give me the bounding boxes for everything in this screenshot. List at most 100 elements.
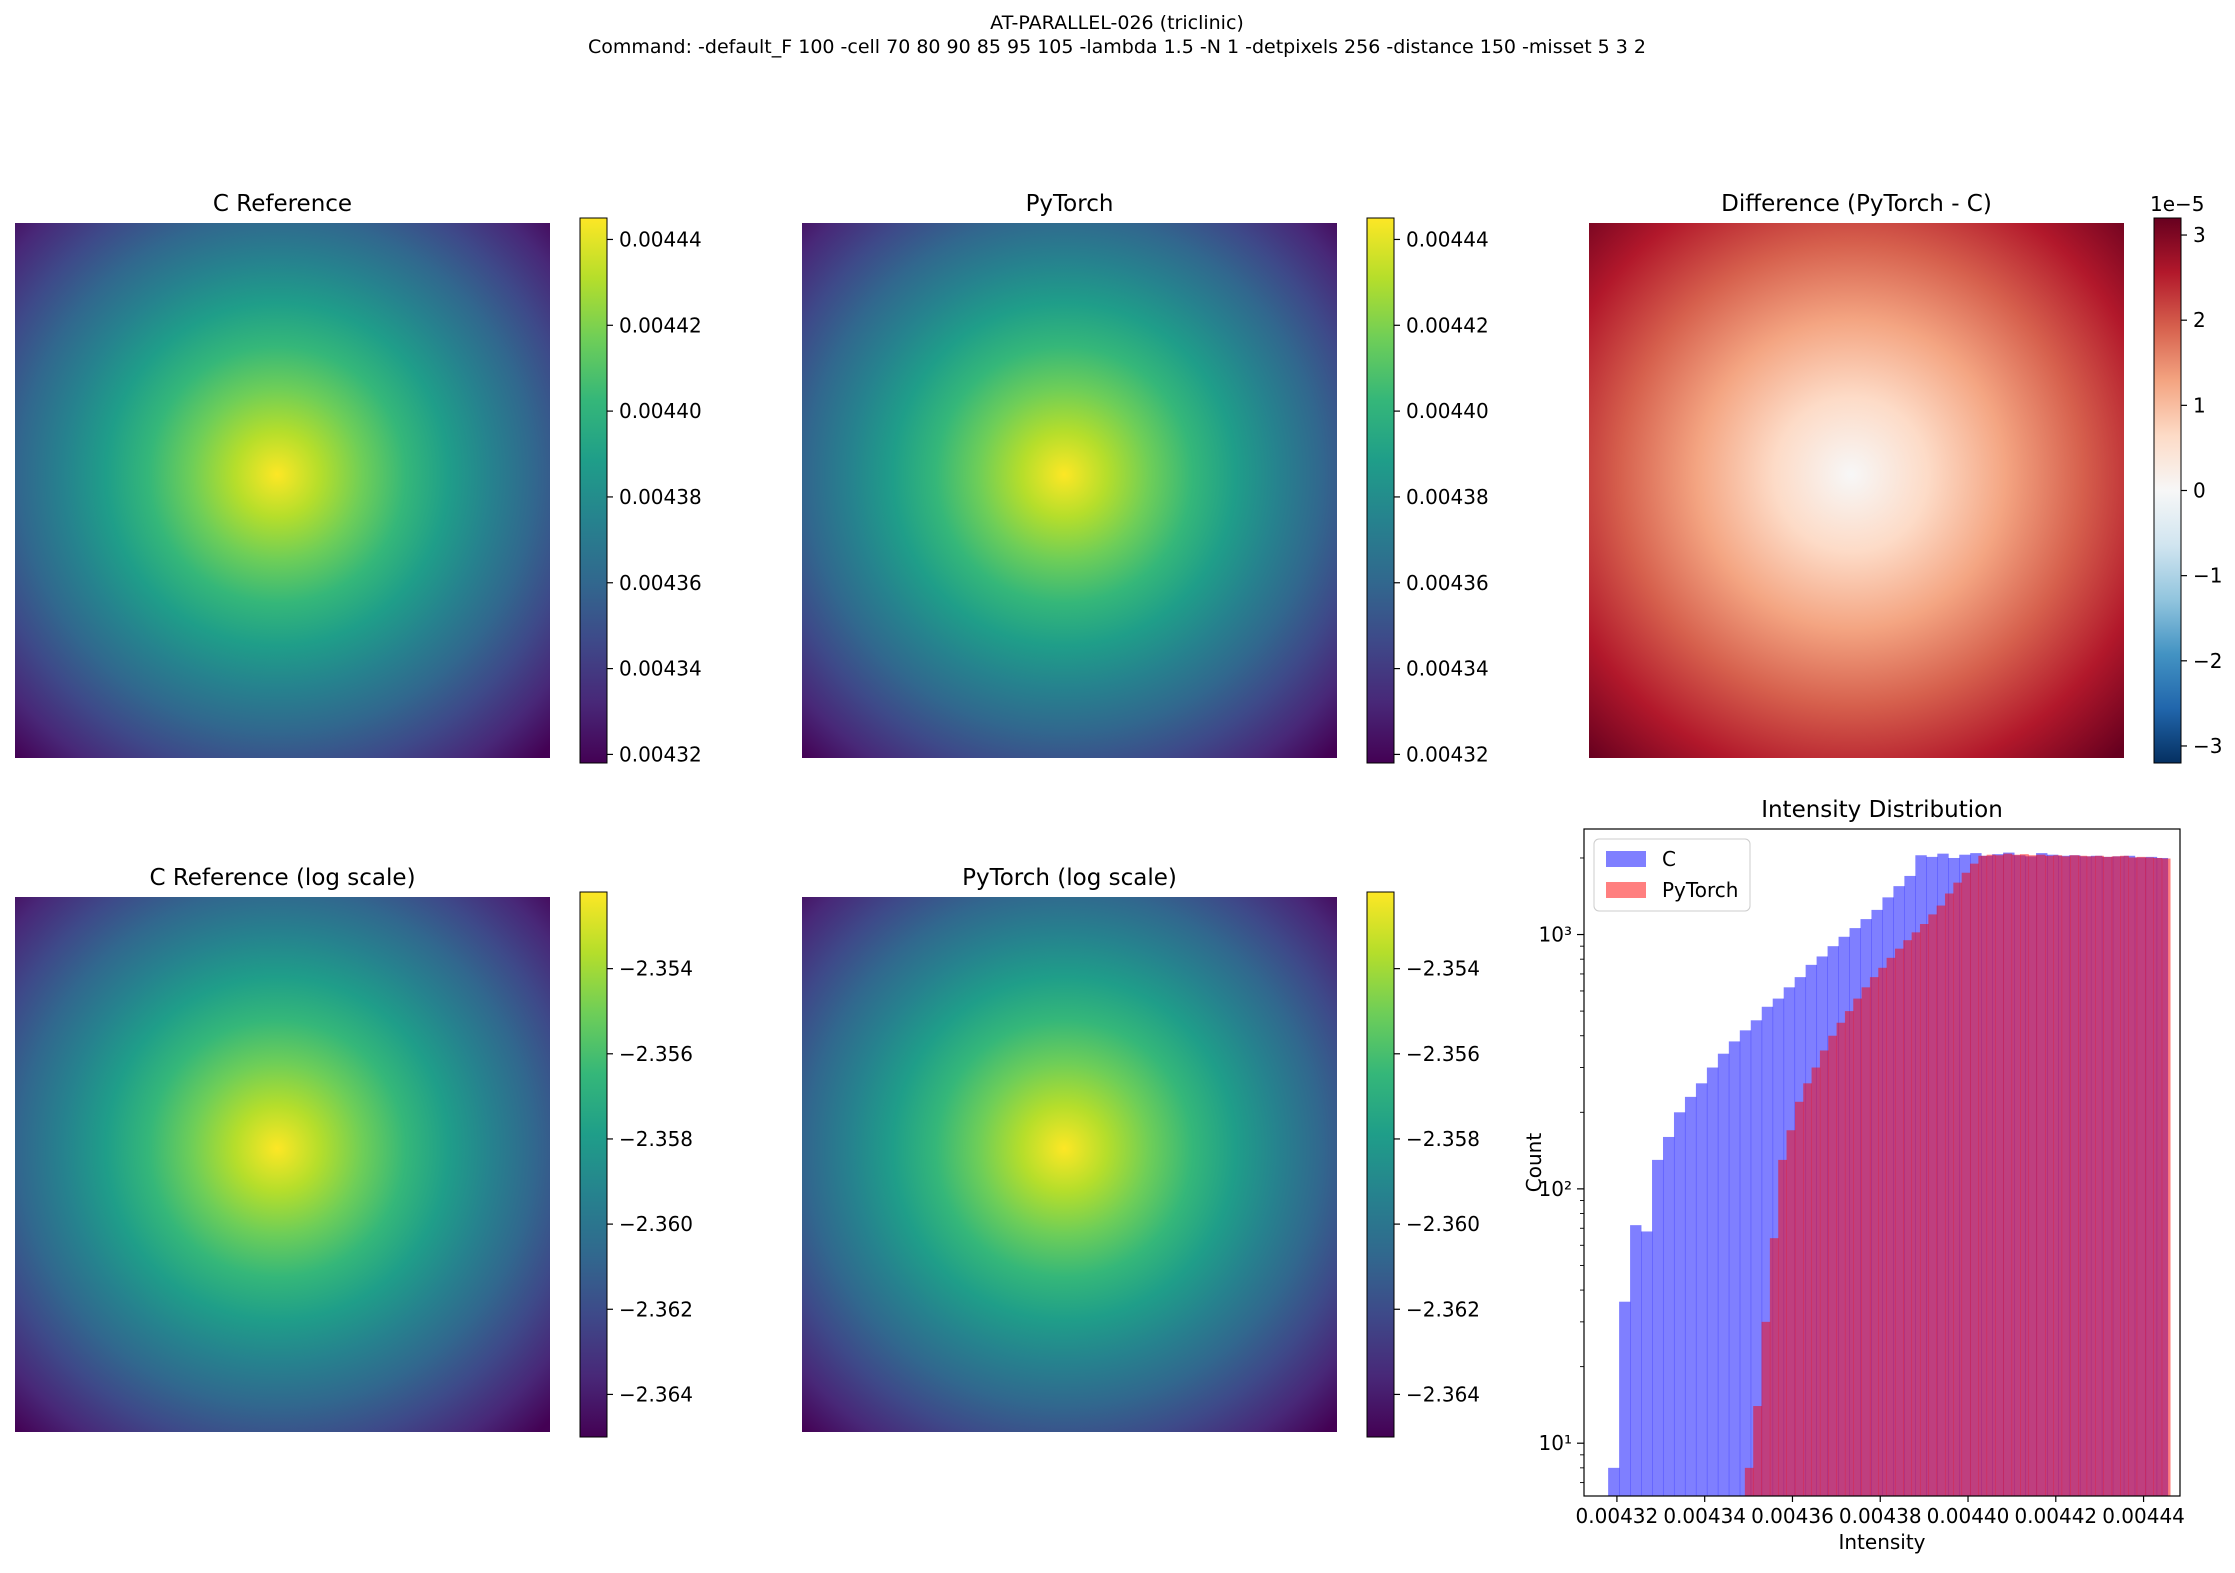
histogram-bar xyxy=(1986,854,1996,1496)
colorbar-tick-label: −2.362 xyxy=(619,1297,693,1321)
legend-swatch-pytorch xyxy=(1606,882,1646,898)
histogram-bar xyxy=(1652,1159,1664,1496)
y-tick-label: 10² xyxy=(1539,1177,1572,1201)
x-tick-label: 0.00440 xyxy=(1927,1504,2010,1528)
histogram-bar xyxy=(1619,1301,1631,1496)
histogram-bar xyxy=(2036,854,2046,1496)
colorbar-tick-label: 0.00442 xyxy=(619,313,702,337)
histogram-bar xyxy=(1944,893,1954,1496)
colorbar-gradient xyxy=(1366,891,1395,1438)
colorbar-tick-label: −3 xyxy=(2193,734,2222,758)
colorbar-tick-label: 0.00432 xyxy=(619,742,702,766)
x-tick-label: 0.00444 xyxy=(2102,1504,2185,1528)
heatmap-image xyxy=(1589,223,2124,758)
histogram-bar xyxy=(2078,855,2088,1496)
colorbar-gradient xyxy=(579,891,608,1438)
panel-title: Intensity Distribution xyxy=(1761,797,2003,823)
histogram-bar xyxy=(1728,1041,1741,1496)
histogram-bar xyxy=(1695,1083,1708,1496)
colorbar-tick-label: 0.00434 xyxy=(619,657,702,681)
colorbar-tick-label: 0.00436 xyxy=(1406,571,1489,595)
x-tick-label: 0.00438 xyxy=(1839,1504,1922,1528)
colorbar: 0.00432 0.00434 0.00436 0.00438 0.00440 0.004… xyxy=(579,217,702,766)
histogram-bar xyxy=(2161,858,2171,1496)
histogram-bar xyxy=(1878,967,1888,1496)
histogram-bar xyxy=(1786,1130,1796,1496)
histogram-bar xyxy=(2153,857,2163,1496)
histogram-bar xyxy=(1978,855,1988,1496)
histogram-bar xyxy=(1673,1112,1686,1496)
histogram-bar xyxy=(1753,1406,1762,1496)
series-pytorch xyxy=(1744,853,2171,1496)
histogram-bar xyxy=(2028,855,2038,1496)
histogram-bar xyxy=(1836,1022,1846,1496)
histogram-bar xyxy=(1761,1006,1774,1496)
histogram-bar xyxy=(1769,1238,1779,1496)
histogram-bar xyxy=(1961,872,1971,1496)
x-tick-label: 0.00442 xyxy=(2014,1504,2097,1528)
colorbar-tick-label: −2.360 xyxy=(1406,1212,1480,1236)
histogram-bar xyxy=(2020,854,2029,1496)
histogram-bar xyxy=(1717,1053,1730,1496)
histogram-bar xyxy=(1608,1467,1620,1496)
colorbar-tick-label: −2.358 xyxy=(619,1127,693,1151)
colorbar-tick-label: 0.00440 xyxy=(619,399,702,423)
colorbar-tick-label: 2 xyxy=(2193,308,2206,332)
legend-swatch-c xyxy=(1606,851,1646,867)
histogram-bar xyxy=(1630,1225,1642,1496)
histogram-bar xyxy=(2136,856,2146,1496)
histogram-bar xyxy=(1919,924,1929,1496)
histogram-bar xyxy=(1903,940,1913,1496)
histogram-bar xyxy=(1894,948,1904,1496)
colorbar-tick-label: 0.00442 xyxy=(1406,313,1489,337)
histogram-bar xyxy=(1662,1136,1675,1496)
panel-title: Difference (PyTorch - C) xyxy=(1721,191,1992,217)
legend-label: PyTorch xyxy=(1662,878,1738,902)
colorbar-tick-label: −2.364 xyxy=(1406,1382,1480,1406)
histogram-bar xyxy=(2120,855,2129,1496)
axes-frame xyxy=(1583,828,2181,1497)
colorbar-tick-label: 3 xyxy=(2193,223,2206,247)
legend: C PyTorch xyxy=(1593,838,1751,912)
panel-difference: Difference (PyTorch - C) −3 −2 −1 0 1 2 3 1e−5 xyxy=(1589,191,2222,764)
colorbar-gradient xyxy=(2153,217,2182,764)
histogram-bar xyxy=(1706,1067,1719,1496)
figure-title: AT-PARALLEL-026 (triclinic) xyxy=(990,12,1244,34)
histogram-bar xyxy=(2145,857,2154,1496)
histogram-bar xyxy=(2095,855,2104,1496)
histogram-bar xyxy=(1811,1067,1821,1496)
colorbar-tick-label: 0.00444 xyxy=(619,227,702,251)
heatmap-image xyxy=(15,897,550,1432)
heatmap-image xyxy=(802,223,1337,758)
histogram-bar xyxy=(1869,977,1879,1496)
colorbar: −2.364 −2.362 −2.360 −2.358 −2.356 −2.354 xyxy=(579,891,693,1438)
colorbar-tick-label: −2.356 xyxy=(1406,1042,1480,1066)
histogram-bar xyxy=(1911,932,1921,1496)
histogram-bar xyxy=(1819,1050,1829,1496)
colorbar-tick-label: 0.00440 xyxy=(1406,399,1489,423)
histogram-bar xyxy=(1744,1467,1754,1496)
panel-c-reference: C Reference0.004320.004340.004360.004380… xyxy=(15,191,702,766)
y-tick-label: 10¹ xyxy=(1539,1431,1572,1455)
heatmap-image xyxy=(802,897,1337,1432)
x-tick-label: 0.00432 xyxy=(1576,1504,1659,1528)
histogram-bar xyxy=(1953,882,1963,1496)
colorbar-tick-label: 0 xyxy=(2193,479,2206,503)
histogram-bar xyxy=(2103,856,2113,1496)
figure-subtitle: Command: -default_F 100 -cell 70 80 90 8… xyxy=(588,36,1646,58)
panel-title: C Reference (log scale) xyxy=(149,865,415,891)
histogram-bar xyxy=(1928,914,1938,1496)
histogram-bar xyxy=(1803,1083,1812,1496)
heatmap-image xyxy=(15,223,550,758)
colorbar-tick-label: 0.00444 xyxy=(1406,227,1489,251)
panel-c-reference-log: C Reference (log scale) −2.364−2.362−2.36… xyxy=(15,865,693,1438)
histogram-bar xyxy=(1778,1159,1787,1496)
colorbar: −3 −2 −1 0 1 2 3 1e−5 xyxy=(2150,192,2222,764)
colorbar-tick-label: 1 xyxy=(2193,393,2206,417)
histogram-bar xyxy=(1853,998,1862,1496)
histogram-bar xyxy=(2111,856,2121,1496)
colorbar-gradient xyxy=(579,217,608,764)
panel-title: PyTorch xyxy=(1026,191,1114,217)
histogram-bar xyxy=(1936,905,1946,1496)
